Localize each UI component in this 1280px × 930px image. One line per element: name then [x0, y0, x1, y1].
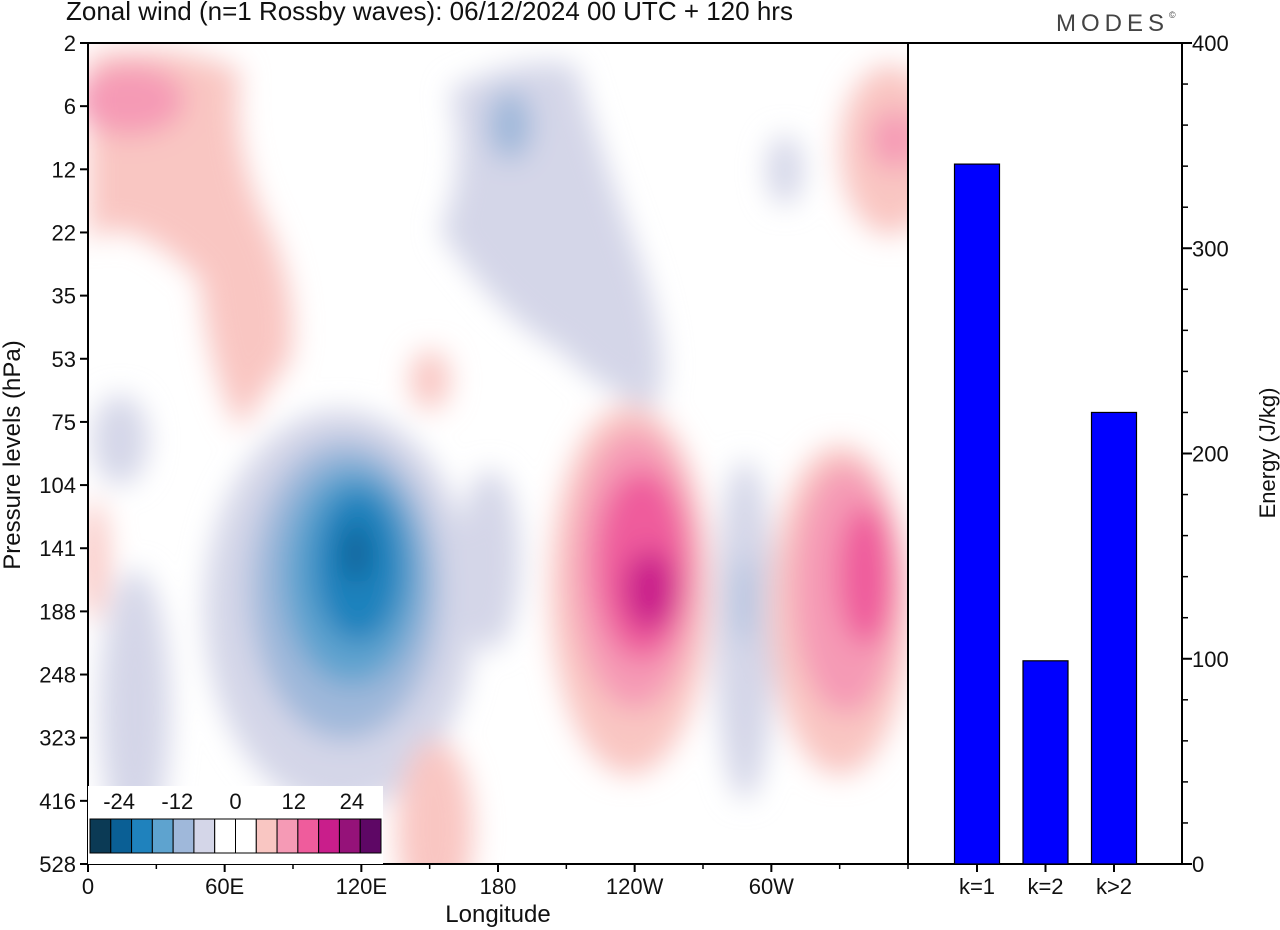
logo-text: MODES [1056, 10, 1170, 37]
pos-patch-a [410, 350, 450, 410]
energy-tick-label: 300 [1192, 236, 1229, 261]
colorbar-swatch [276, 818, 299, 854]
colorbar-swatch [235, 818, 257, 854]
x-axis-ticks: 0 60E 120E 180 120W 60W [82, 864, 909, 899]
energy-bar [953, 163, 1001, 865]
x-tick-label: 0 [82, 874, 94, 899]
y-tick-label: 248 [39, 663, 76, 688]
y-axis-label: Pressure levels (hPa) [0, 340, 26, 569]
modes-logo: MODES© [1056, 10, 1176, 38]
x-tick-label: 120E [336, 874, 387, 899]
contour-plot: 0 60E 120E 180 120W 60W 2 6 12 22 35 53 75 104 141 188… [0, 31, 909, 928]
colorbar-swatch [131, 818, 153, 854]
chart-title: Zonal wind (n=1 Rossby waves): 06/12/202… [66, 0, 793, 26]
colorbar-swatch [151, 818, 174, 854]
pos-upper-left-band [88, 50, 293, 430]
colorbar-swatch [359, 818, 382, 854]
energy-tick-label: 200 [1192, 442, 1229, 467]
y-tick-label: 188 [39, 599, 76, 624]
contour-field [88, 50, 908, 864]
colorbar-swatch [338, 818, 361, 854]
x-tick-label: 180 [480, 874, 517, 899]
pos-blob-core [624, 550, 676, 630]
colorbar-swatch [214, 818, 236, 854]
energy-tick-label: 0 [1192, 852, 1204, 877]
neg-strat-core [488, 90, 532, 160]
pos-upper-left-core [88, 65, 185, 135]
neg-patch-e [737, 555, 751, 645]
x-tick-label: 60W [749, 874, 794, 899]
colorbar-swatch [318, 818, 340, 854]
pos-upper-right-core [870, 110, 908, 170]
energy-bar-chart: k=1 k=2 k>2 0 100 200 300 400 Energy (J/kg) [907, 31, 1280, 899]
colorbar-label: -24 [103, 789, 135, 814]
energy-bar [1022, 660, 1069, 865]
colorbar-swatch [172, 818, 195, 854]
y-tick-label: 323 [39, 726, 76, 751]
y-tick-label: 528 [39, 852, 76, 877]
neg-patch-c [100, 570, 170, 850]
colorbar-swatch [297, 818, 320, 854]
y-tick-label: 12 [52, 157, 76, 182]
y-tick-label: 75 [52, 410, 76, 435]
y-tick-label: 22 [52, 220, 76, 245]
neg-strat-plume [440, 62, 663, 411]
y-tick-label: 35 [52, 284, 76, 309]
x-tick-label: 120W [606, 874, 664, 899]
bar-category-label: k=1 [959, 874, 995, 899]
pos-patch-b [397, 740, 473, 864]
neg-patch-a [767, 135, 803, 205]
energy-tick-label: 400 [1192, 31, 1229, 56]
y-tick-label: 53 [52, 347, 76, 372]
bar-category-label: k>2 [1096, 874, 1132, 899]
neg-patch-f [460, 470, 520, 650]
energy-bars: k=1 k=2 k>2 [953, 163, 1138, 899]
pos-patch-c [88, 500, 108, 620]
y-tick-label: 416 [39, 789, 76, 814]
colorbar-label: 24 [340, 789, 364, 814]
colorbar-label: 0 [229, 789, 241, 814]
y-axis-ticks: 2 6 12 22 35 53 75 104 141 188 248 323 416 528 [39, 31, 88, 877]
energy-tick-label: 100 [1192, 647, 1229, 672]
colorbar-swatch [110, 818, 133, 854]
contour-shapes [88, 50, 908, 864]
logo-mark: © [1169, 10, 1176, 20]
colorbar-swatch [89, 818, 112, 854]
colorbar-label: 12 [281, 789, 305, 814]
neg-blob-core [342, 523, 370, 583]
energy-axis-label: Energy (J/kg) [1255, 388, 1280, 519]
colorbar-swatch [255, 818, 278, 854]
energy-axis-ticks: 0 100 200 300 400 [1182, 31, 1229, 877]
pos-east-core [838, 505, 894, 645]
bar-category-label: k=2 [1027, 874, 1063, 899]
y-tick-label: 141 [39, 536, 76, 561]
y-tick-label: 2 [64, 31, 76, 56]
y-tick-label: 104 [39, 473, 76, 498]
colorbar-swatch [193, 818, 216, 854]
x-tick-label: 60E [205, 874, 244, 899]
energy-bar [1090, 411, 1138, 865]
y-tick-label: 6 [64, 94, 76, 119]
colorbar: -24 -12 0 12 24 [88, 786, 383, 864]
x-axis-label: Longitude [445, 901, 550, 928]
colorbar-label: -12 [161, 789, 193, 814]
neg-patch-b [92, 395, 148, 485]
